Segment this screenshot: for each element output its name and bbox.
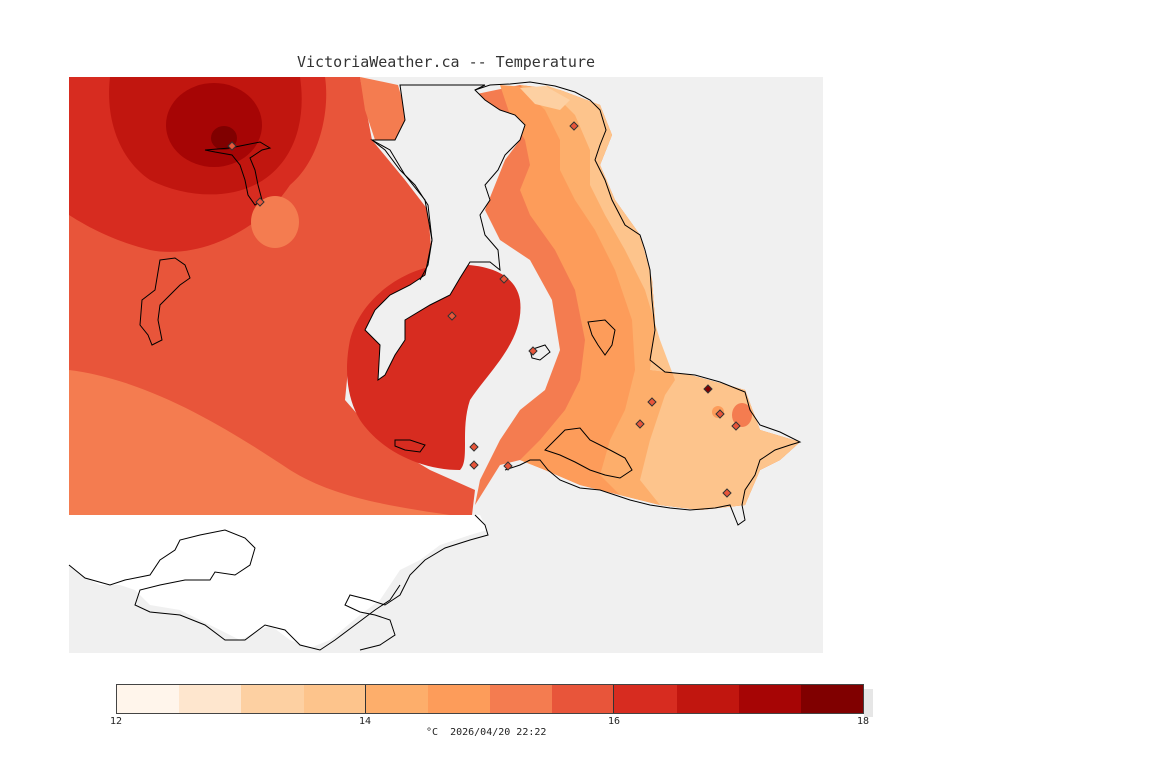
- diamond-icon: [227, 141, 237, 151]
- diamond-icon: [715, 409, 725, 419]
- legend-tick: 16: [607, 716, 621, 727]
- saanich-inlet: [364, 84, 526, 382]
- diamond-icon: [255, 197, 265, 207]
- diamond-icon: [569, 121, 579, 131]
- diamond-icon: [703, 384, 713, 394]
- legend-swatch: [117, 685, 180, 713]
- map-title: VictoriaWeather.ca -- Temperature: [297, 53, 596, 71]
- legend-tick: 14: [358, 716, 372, 727]
- legend-swatch: [303, 685, 366, 713]
- legend-swatch: [241, 685, 304, 713]
- diamond-icon: [647, 397, 657, 407]
- diamond-icon: [635, 419, 645, 429]
- legend-swatch: [676, 685, 739, 713]
- legend-swatch: [365, 685, 428, 713]
- diamond-icon: [528, 346, 538, 356]
- legend-shadow: [864, 689, 873, 717]
- station-markers: [227, 121, 741, 498]
- coastlines: [139, 81, 802, 526]
- south-coast-outline: [344, 514, 489, 651]
- diamond-icon: [469, 442, 479, 452]
- legend-swatch: [179, 685, 242, 713]
- diamond-icon: [469, 460, 479, 470]
- south-landmass: [69, 515, 487, 648]
- legend-swatch: [800, 685, 864, 713]
- legend-swatch: [552, 685, 615, 713]
- legend-tick: 18: [856, 716, 870, 727]
- legend-tick: 12: [109, 716, 123, 727]
- diamond-icon: [447, 311, 457, 321]
- san-juan-island-outline: [68, 529, 401, 651]
- diamond-icon: [722, 488, 732, 498]
- diamond-icon: [503, 461, 513, 471]
- legend-swatch: [738, 685, 801, 713]
- temperature-field: [69, 77, 800, 515]
- units-timestamp: °C 2026/04/20 22:22: [426, 727, 547, 738]
- color-legend: [116, 684, 864, 714]
- diamond-icon: [499, 274, 509, 284]
- legend-swatch: [614, 685, 677, 713]
- diamond-icon: [731, 421, 741, 431]
- legend-swatch: [490, 685, 553, 713]
- legend-swatch: [427, 685, 491, 713]
